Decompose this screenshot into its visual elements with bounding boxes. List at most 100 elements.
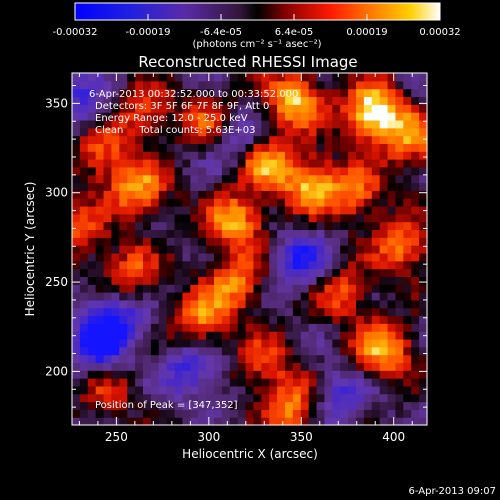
heatmap-cell (245, 151, 255, 160)
heatmap-cell (143, 292, 152, 301)
heatmap-cell (316, 276, 326, 285)
heatmap-cell (356, 393, 365, 403)
heatmap-cell (182, 323, 191, 332)
heatmap-cell (324, 245, 333, 254)
heatmap-cell (348, 159, 357, 168)
heatmap-cell (150, 354, 160, 364)
heatmap-cell (150, 229, 160, 238)
heatmap-cell (174, 252, 184, 262)
heatmap-cell (411, 229, 420, 238)
heatmap-cell (300, 174, 310, 184)
heatmap-cell (214, 346, 223, 356)
heatmap-cell (324, 268, 333, 277)
heatmap-cell (103, 338, 113, 348)
heatmap-cell (214, 315, 223, 324)
heatmap-cell (111, 221, 120, 231)
heatmap-cell (363, 245, 373, 254)
heatmap-cell (229, 276, 239, 285)
heatmap-cell (387, 299, 397, 309)
heatmap-cell (332, 307, 341, 317)
heatmap-cell (237, 370, 247, 379)
heatmap-cell (348, 151, 357, 160)
heatmap-cell (419, 229, 428, 238)
heatmap-cell (253, 252, 262, 262)
heatmap-cell (277, 190, 286, 199)
heatmap-cell (324, 104, 333, 113)
heatmap-cell (277, 331, 286, 340)
heatmap-cell (127, 401, 136, 410)
heatmap-cell (277, 127, 286, 137)
heatmap-cell (135, 260, 144, 270)
heatmap-cell (72, 370, 81, 379)
heatmap-cell (324, 292, 333, 301)
heatmap-cell (198, 338, 207, 348)
heatmap-cell (143, 362, 152, 371)
heatmap-cell (206, 205, 215, 215)
heatmap-cell (111, 284, 120, 293)
heatmap-cell (292, 252, 302, 262)
heatmap-cell (174, 409, 184, 418)
heatmap-cell (324, 174, 333, 184)
heatmap-cell (79, 315, 89, 324)
heatmap-cell (182, 182, 191, 191)
heatmap-cell (387, 127, 397, 137)
heatmap-cell (411, 119, 420, 129)
heatmap-cell (395, 143, 404, 152)
heatmap-cell (95, 307, 105, 317)
colorbar-tick-label: -6.4e-05 (200, 27, 242, 38)
heatmap-cell (166, 73, 176, 82)
heatmap-cell (285, 104, 294, 113)
heatmap-cell (332, 409, 341, 418)
heatmap-cell (379, 174, 389, 184)
heatmap-cell (87, 307, 97, 317)
heatmap-cell (206, 284, 215, 293)
heatmap-cell (261, 409, 270, 418)
heatmap-cell (79, 198, 89, 207)
heatmap-cell (87, 284, 97, 293)
heatmap-cell (182, 135, 191, 144)
heatmap-cell (143, 354, 152, 364)
heatmap-cell (87, 292, 97, 301)
heatmap-cell (340, 135, 349, 144)
heatmap-cell (356, 370, 365, 379)
heatmap-cell (214, 182, 223, 191)
heatmap-cell (387, 205, 397, 215)
heatmap-cell (87, 252, 97, 262)
heatmap-cell (174, 268, 184, 277)
heatmap-cell (166, 323, 176, 332)
heatmap-cell (245, 401, 255, 410)
heatmap-cell (348, 338, 357, 348)
heatmap-cell (103, 119, 113, 129)
heatmap-cell (395, 299, 404, 309)
heatmap-cell (308, 401, 318, 410)
heatmap-cell (103, 331, 113, 340)
x-tick-label: 350 (290, 430, 313, 444)
heatmap-cell (158, 307, 168, 317)
heatmap-cell (95, 174, 105, 184)
heatmap-cell (340, 159, 349, 168)
heatmap-cell (229, 292, 239, 301)
heatmap-cell (332, 182, 341, 191)
heatmap-cell (95, 409, 105, 418)
heatmap-cell (419, 143, 428, 152)
heatmap-cell (379, 362, 389, 371)
heatmap-cell (269, 80, 278, 90)
heatmap-cell (150, 299, 160, 309)
heatmap-cell (356, 315, 365, 324)
heatmap-cell (269, 307, 278, 317)
heatmap-cell (95, 151, 105, 160)
heatmap-cell (166, 245, 176, 254)
heatmap-cell (158, 198, 168, 207)
heatmap-cell (277, 292, 286, 301)
heatmap-cell (292, 166, 302, 176)
heatmap-cell (363, 401, 373, 410)
heatmap-cell (229, 417, 239, 426)
heatmap-cell (379, 409, 389, 418)
heatmap-cell (135, 182, 144, 191)
heatmap-cell (95, 331, 105, 340)
heatmap-cell (182, 151, 191, 160)
heatmap-cell (127, 417, 136, 426)
heatmap-cell (332, 237, 341, 246)
heatmap-cell (419, 268, 428, 277)
heatmap-cell (379, 370, 389, 379)
